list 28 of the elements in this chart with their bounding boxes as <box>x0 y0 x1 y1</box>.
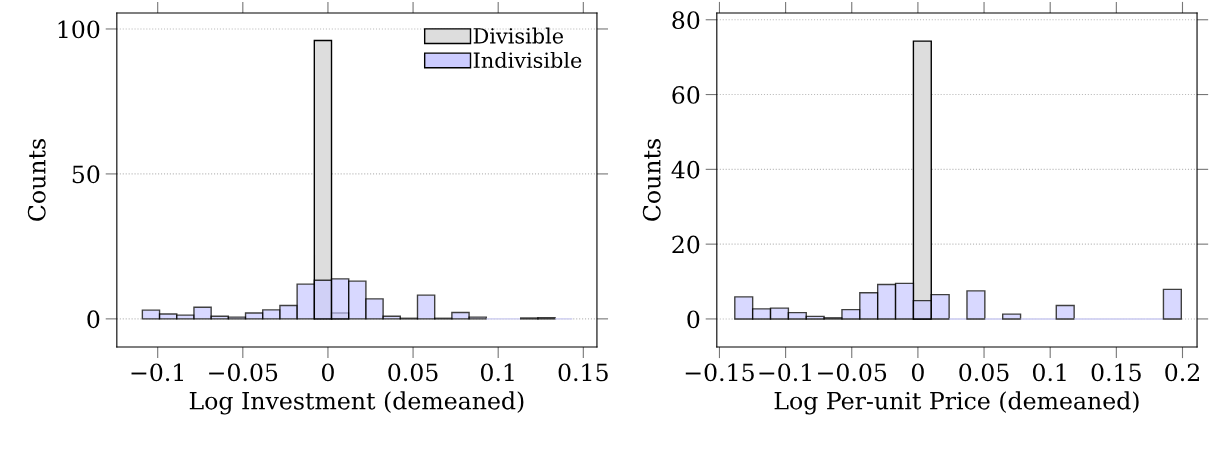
x-tick-label: 0.2 <box>1165 363 1199 382</box>
x-tick-label: 0.05 <box>959 363 1009 382</box>
y-tick-label: 20 <box>672 235 700 254</box>
legend-label: Indivisible <box>473 51 582 69</box>
x-axis-title: Log Investment (demeaned) <box>189 391 524 415</box>
y-tick-label: 80 <box>672 11 700 30</box>
legend-label: Divisible <box>473 27 564 44</box>
y-tick-label: 100 <box>58 20 100 39</box>
y-tick-label: 0 <box>87 310 100 329</box>
x-tick-label: 0.1 <box>480 363 514 382</box>
x-tick-label: 0.15 <box>1091 363 1141 382</box>
x-tick-label: 0.05 <box>388 363 438 382</box>
x-axis-title: Log Per-unit Price (demeaned) <box>774 391 1139 415</box>
x-tick-label: −0.15 <box>685 363 754 382</box>
y-tick-label: 50 <box>72 165 100 184</box>
y-tick-label: 0 <box>687 310 700 329</box>
x-tick-label: −0.1 <box>759 363 811 382</box>
x-tick-label: 0 <box>321 363 334 382</box>
x-tick-label: 0.1 <box>1032 363 1066 382</box>
x-tick-label: −0.05 <box>818 363 887 382</box>
y-axis-title: Counts <box>27 139 46 221</box>
y-axis-title: Counts <box>642 139 661 221</box>
x-tick-label: 0.15 <box>558 363 608 382</box>
x-tick-label: 0 <box>911 363 924 382</box>
y-tick-label: 40 <box>671 160 700 179</box>
y-tick-label: 60 <box>672 86 700 104</box>
x-tick-label: −0.05 <box>209 363 278 382</box>
x-tick-label: −0.1 <box>131 363 183 382</box>
